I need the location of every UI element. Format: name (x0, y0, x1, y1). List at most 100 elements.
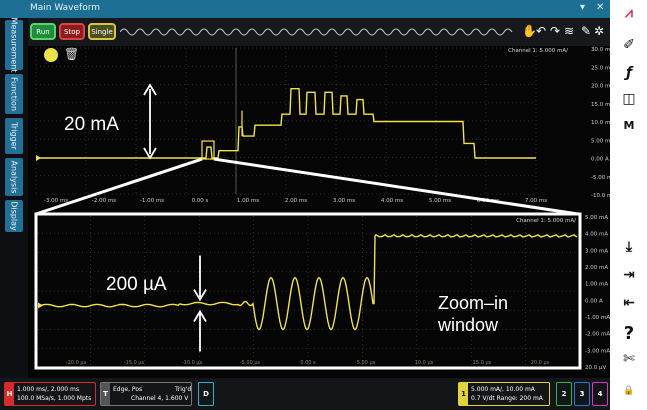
redo-icon[interactable]: ↷ (550, 24, 561, 38)
zoom-region-marker (201, 140, 215, 160)
stop-button[interactable]: Stop (59, 23, 85, 40)
brand-logo-icon: ⩘ (625, 5, 633, 21)
zoom-x-tick-label: 0.00 s (300, 360, 316, 366)
zoom-x-tick-label: -15.0 µs (124, 360, 145, 366)
tools-wrench-icon[interactable]: ✄ (623, 351, 635, 367)
right-toolbar: ⩘ ✐ ƒ ◫ M ⤓ ⇥ ⇤ ? ✄ 🔒 (610, 0, 647, 410)
close-icon[interactable]: ✕ (596, 2, 605, 13)
zoom-y-tick-label: -3.00 mA (585, 348, 610, 354)
timebase-box[interactable]: H 1.000 ms/, 2.000 ms 100.0 MSa/s, 1.000… (4, 382, 96, 406)
waveform-canvas: 30.0 mA 25.0 mA 20.0 mA 15.0 mA 10.0 mA 5.00 … (34, 47, 610, 371)
channel-2-button[interactable]: 2 (556, 382, 572, 406)
zoom-y-tick-label: 20.0 µV (585, 365, 606, 371)
trash-icon[interactable]: 🗑 (64, 47, 80, 61)
zoom-ground-marker (38, 302, 43, 309)
zoom-connector-right (213, 157, 579, 216)
lock-icon[interactable]: 🔒 (623, 386, 635, 396)
zoom-y-tick-label: 4.00 mA (585, 232, 608, 238)
main-y-tick-label: 20.0 mA (591, 84, 610, 90)
tab-analysis[interactable]: Analysis (5, 158, 23, 196)
tab-display[interactable]: Display (5, 200, 23, 232)
autoscale-icon[interactable]: ≋ (564, 24, 575, 38)
status-bar: H 1.000 ms/, 2.000 ms 100.0 MSa/s, 1.000… (0, 378, 610, 410)
measurement-icon[interactable]: M (623, 118, 635, 132)
zoom-y-tick-label: 5.00 mA (585, 215, 608, 221)
zoom-y-tick-label: -2.00 mA (585, 332, 610, 338)
main-y-tick-label: -5.00 mA (591, 175, 610, 181)
zoom-arrow-down-head (193, 289, 207, 302)
download-icon[interactable]: ⤓ (625, 239, 633, 255)
zoom-channel-label: Channel 1: 5.000 mA/ (516, 218, 576, 224)
help-icon[interactable]: ? (623, 322, 635, 344)
channel-4-button[interactable]: 4 (592, 382, 608, 406)
zoom-arrow-up-head (193, 309, 207, 323)
zoom-y-tick-label: 2.00 mA (585, 265, 608, 271)
zoom-y-tick-label: -1.00 mA (585, 315, 610, 321)
pan-hand-icon[interactable]: ✋ (522, 24, 537, 38)
main-x-tick-label: 7.00 ms (525, 198, 547, 204)
waveform-display[interactable]: 30.0 mA 25.0 mA 20.0 mA 15.0 mA 10.0 mA 5.00 … (28, 46, 610, 378)
main-y-tick-label: 25.0 mA (591, 65, 610, 71)
main-y-tick-label: -10.0 mA (591, 193, 610, 199)
title-bar: Main Waveform ▾ ✕ (0, 0, 610, 18)
zoom-amplitude-label: 200 µA (106, 274, 167, 295)
zoom-y-tick-label: 0.00 A (585, 298, 603, 304)
main-amplitude-arrowhead-top (143, 83, 157, 96)
run-control-toolbar: Run Stop Single ✋ ↶ ↷ ≋ ✎ ✲ (28, 18, 610, 46)
ground-reference-marker (36, 155, 41, 161)
main-x-tick-label: -1.00 ms (140, 198, 164, 204)
main-y-tick-label: 0.00 A (591, 157, 609, 163)
main-channel-label: Channel 1: 5.000 mA/ (508, 48, 568, 54)
tab-measurement[interactable]: Measurement (5, 18, 23, 72)
main-y-tick-label: 5.00 mA (591, 138, 610, 144)
probe-tool-icon[interactable]: ✐ (623, 37, 635, 53)
main-x-tick-label: -2.00 ms (92, 198, 116, 204)
main-x-tick-label: 3.00 ms (333, 198, 355, 204)
channel-3-button[interactable]: 3 (574, 382, 590, 406)
zoom-x-tick-label: 20.0 µs (531, 360, 550, 366)
minimize-icon[interactable]: ▾ (580, 2, 586, 13)
zoom-x-tick-label: 10.0 µs (415, 360, 434, 366)
single-button[interactable]: Single (88, 23, 116, 40)
trigger-tag: T (101, 383, 110, 405)
main-x-tick-label: 2.00 ms (285, 198, 307, 204)
zoom-y-tick-label: 3.00 mA (585, 248, 608, 254)
main-x-tick-label: 1.00 ms (237, 198, 259, 204)
zoom-x-tick-label: -20.0 µs (66, 360, 87, 366)
main-x-tick-label: 5.00 ms (429, 198, 451, 204)
main-waveform-trace (36, 87, 536, 159)
main-y-tick-label: 10.0 mA (591, 120, 610, 126)
main-x-tick-label: 4.00 ms (381, 198, 403, 204)
zoom-x-tick-label: 15.0 µs (473, 360, 492, 366)
settings-gear-icon[interactable]: ✲ (594, 24, 605, 38)
main-x-tick-label: -3.00 ms (44, 198, 68, 204)
zoom-x-tick-label: -10.0 µs (182, 360, 203, 366)
run-button[interactable]: Run (30, 23, 56, 40)
zoom-connector-left (35, 157, 203, 216)
left-tab-bar: Measurement Function Trigger Analysis Di… (0, 18, 28, 378)
function-fx-icon[interactable]: ƒ (625, 65, 633, 81)
window-title: Main Waveform (30, 3, 101, 13)
zoom-window-label: Zoom–in window (438, 293, 509, 335)
add-marker-icon[interactable] (44, 48, 58, 62)
timebase-tag: H (5, 383, 14, 405)
probe-icon[interactable]: ✎ (581, 24, 592, 38)
waveform-preview-icon (120, 28, 513, 36)
undo-icon[interactable]: ↶ (536, 24, 547, 38)
trigger-box[interactable]: T Edge, Pos Trig'd Channel 4, 1.600 V (100, 382, 192, 406)
import-icon[interactable]: ⇥ (623, 267, 635, 283)
main-x-tick-label: 0.00 s (192, 198, 209, 204)
zoom-waveform-trace (37, 233, 578, 331)
zoom-y-tick-label: 1.00 mA (585, 282, 608, 288)
main-amplitude-arrowhead-bottom (143, 147, 157, 160)
tab-function[interactable]: Function (5, 74, 23, 114)
main-y-tick-label: 15.0 mA (591, 102, 610, 108)
main-y-tick-label: 30.0 mA (591, 47, 610, 53)
tab-trigger[interactable]: Trigger (5, 118, 23, 154)
export-icon[interactable]: ⇤ (623, 295, 635, 311)
digital-channel-button[interactable]: D (198, 382, 214, 406)
channel-1-box[interactable]: 1 5.000 mA/, 10.00 mA 0.7 V/dt Range: 20… (458, 382, 550, 406)
layout-grid-icon[interactable]: ◫ (622, 91, 636, 107)
main-amplitude-label: 20 mA (64, 114, 119, 135)
